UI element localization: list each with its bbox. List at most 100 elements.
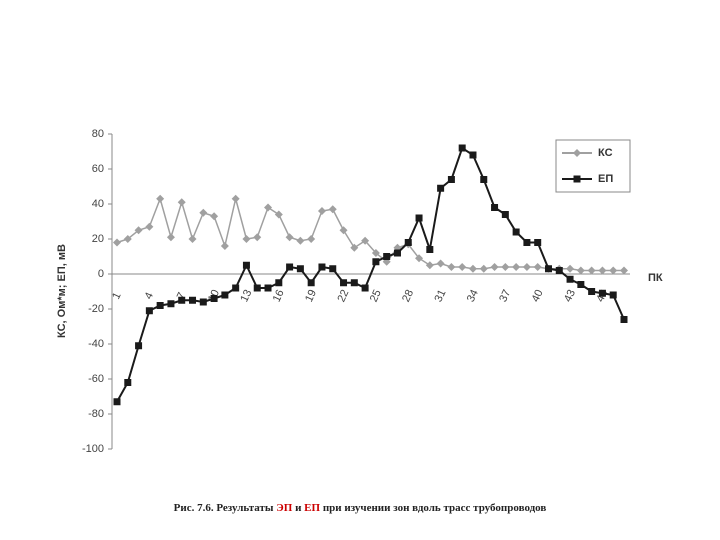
x-tick-label: 1 <box>110 291 123 302</box>
marker <box>242 261 250 269</box>
y-tick-label: -20 <box>88 303 104 315</box>
caption-term: ЭП <box>276 502 292 514</box>
marker <box>598 266 607 275</box>
marker <box>620 266 628 275</box>
marker <box>156 302 164 309</box>
marker <box>189 296 197 304</box>
marker <box>350 279 358 287</box>
marker <box>134 226 143 235</box>
x-tick-label: 4 <box>143 291 156 302</box>
x-tick-label: 19 <box>303 288 319 304</box>
y-tick-label: -80 <box>88 408 104 420</box>
marker <box>523 239 531 246</box>
caption-part: и <box>292 502 304 514</box>
caption-part: при изучении зон вдоль трасс трубопровод… <box>320 502 546 514</box>
legend-label: КС <box>598 147 613 159</box>
marker <box>415 254 424 263</box>
marker <box>566 275 574 283</box>
marker <box>512 263 521 271</box>
marker <box>199 208 208 217</box>
marker <box>534 239 542 246</box>
marker <box>522 263 531 271</box>
marker <box>447 176 455 183</box>
marker <box>361 284 369 292</box>
marker <box>307 235 316 243</box>
legend-box <box>555 139 631 193</box>
marker <box>231 194 240 203</box>
x-tick-label: 40 <box>530 288 546 304</box>
marker <box>620 316 628 323</box>
series-line <box>116 146 625 403</box>
marker <box>285 233 294 242</box>
y-tick-label: -60 <box>88 373 104 385</box>
marker <box>307 279 315 287</box>
marker <box>135 342 143 350</box>
caption-term: ЕП <box>304 502 320 514</box>
x-tick-label: 31 <box>433 288 449 304</box>
marker <box>566 264 575 273</box>
marker <box>167 300 175 308</box>
x-tick-label: 28 <box>400 288 416 304</box>
marker <box>544 265 552 273</box>
marker <box>286 263 294 271</box>
marker <box>588 288 596 295</box>
marker <box>458 144 466 152</box>
marker <box>199 298 207 306</box>
marker <box>415 214 423 222</box>
marker <box>124 379 132 386</box>
marker <box>253 284 261 292</box>
marker <box>264 203 273 212</box>
marker <box>501 263 510 271</box>
marker <box>609 266 618 275</box>
marker <box>458 263 467 271</box>
x-tick-label: 25 <box>368 288 384 304</box>
marker <box>329 265 337 273</box>
marker <box>166 233 175 242</box>
marker <box>123 235 132 243</box>
marker <box>253 233 262 242</box>
y-tick-label: 0 <box>98 268 104 280</box>
marker <box>296 265 304 273</box>
marker <box>512 228 520 236</box>
marker <box>232 284 240 292</box>
marker <box>350 243 359 252</box>
marker <box>371 249 380 257</box>
x-tick-label: 13 <box>238 288 254 304</box>
marker <box>317 207 326 215</box>
marker <box>393 249 401 257</box>
marker <box>296 236 305 245</box>
marker <box>156 194 165 203</box>
marker <box>426 246 434 253</box>
x-tick-label: 37 <box>497 288 513 304</box>
caption-part: Рис. 7.6. Результаты <box>174 502 277 514</box>
marker <box>221 291 229 299</box>
y-tick-label: 80 <box>92 128 104 140</box>
marker <box>372 258 380 266</box>
legend-label: ЕП <box>598 173 613 185</box>
marker <box>328 205 337 214</box>
marker <box>145 307 153 315</box>
marker <box>491 204 499 211</box>
y-axis-label: КС, Ом*м; ЕП, мВ <box>56 244 68 338</box>
marker <box>188 235 197 243</box>
marker <box>178 296 186 304</box>
series-line <box>116 196 624 272</box>
marker <box>577 281 585 288</box>
marker <box>576 266 585 275</box>
marker <box>533 263 542 271</box>
x-tick-label: 43 <box>562 288 578 304</box>
marker <box>587 266 596 275</box>
marker <box>177 198 186 207</box>
y-tick-label: -40 <box>88 338 104 350</box>
marker <box>436 259 445 268</box>
y-tick-label: 60 <box>92 163 104 175</box>
marker <box>479 264 488 273</box>
legend-marker <box>573 149 581 157</box>
marker <box>242 235 251 243</box>
marker <box>468 264 477 273</box>
marker <box>220 242 229 250</box>
legend-marker <box>573 175 581 183</box>
marker <box>609 291 617 299</box>
